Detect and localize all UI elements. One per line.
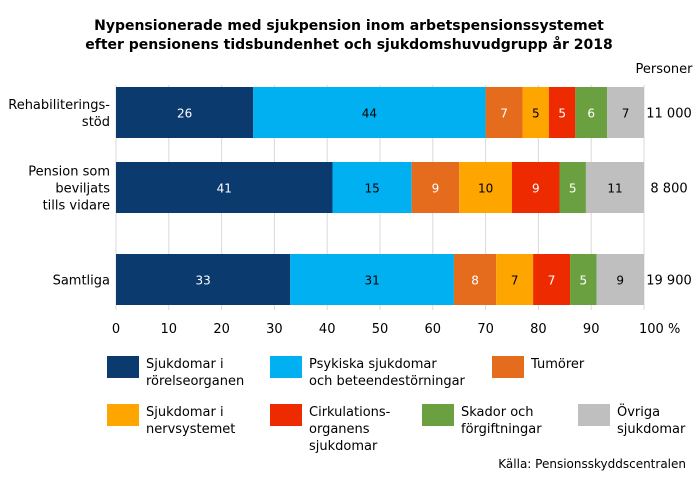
data-label: 33 xyxy=(195,274,210,288)
bar-segment xyxy=(332,162,412,213)
data-label: 41 xyxy=(217,182,232,196)
bar-segment xyxy=(290,254,454,305)
data-label: 15 xyxy=(364,182,379,196)
bar-segment xyxy=(522,87,549,138)
bar-segment xyxy=(533,254,571,305)
bar-segment xyxy=(585,162,644,213)
totals-header: Personer xyxy=(635,62,693,77)
bar-segment xyxy=(485,87,523,138)
bar-segment xyxy=(512,162,560,213)
x-tick-label: 20 xyxy=(213,322,230,337)
data-label: 7 xyxy=(548,274,556,288)
data-label: 5 xyxy=(558,107,566,121)
data-label: 5 xyxy=(569,182,577,196)
x-tick-label: 70 xyxy=(477,322,494,337)
data-label: 9 xyxy=(532,182,540,196)
bar-segment xyxy=(411,162,460,213)
data-label: 8 xyxy=(471,274,479,288)
bar-segment xyxy=(496,254,534,305)
data-label: 7 xyxy=(511,274,519,288)
category-labels: Rehabiliterings-stöd Pension som beviljats… xyxy=(8,98,110,289)
data-label: 26 xyxy=(177,107,192,121)
data-label: 7 xyxy=(622,107,630,121)
x-tick-label: 60 xyxy=(425,322,442,337)
x-tick-label: 80 xyxy=(530,322,547,337)
data-label: 10 xyxy=(478,182,493,196)
x-tick-label: 90 xyxy=(583,322,600,337)
data-label: 31 xyxy=(364,274,379,288)
data-label: 7 xyxy=(500,107,508,121)
data-label: 5 xyxy=(532,107,540,121)
bar-segment xyxy=(548,87,576,138)
data-label: 9 xyxy=(616,274,624,288)
totals: 11 000 8 800 19 900 xyxy=(646,107,692,289)
data-label: 44 xyxy=(362,107,377,121)
bar-segment xyxy=(453,254,497,305)
bar-segment xyxy=(116,87,254,138)
total-label: 8 800 xyxy=(650,182,687,197)
x-tick-label: 100 % xyxy=(639,322,680,337)
bar-segment xyxy=(116,162,333,213)
bar-segment xyxy=(116,254,291,305)
chart-title-line: efter pensionens tidsbundenhet och sjukd… xyxy=(85,36,613,53)
bar-segment xyxy=(596,254,644,305)
bar-segment xyxy=(607,87,644,138)
bar-segment xyxy=(575,87,608,138)
x-axis-ticks: 0 10 20 30 40 50 60 70 80 90 100 % xyxy=(112,322,680,337)
bar-segment xyxy=(459,162,512,213)
bar-segment xyxy=(253,87,486,138)
x-tick-label: 0 xyxy=(112,322,120,337)
category-label: Pension som beviljats tills vidare xyxy=(28,165,110,214)
category-label: Rehabiliterings-stöd xyxy=(8,98,110,130)
total-label: 11 000 xyxy=(646,107,692,122)
data-label: 11 xyxy=(607,182,622,196)
source-note: Källa: Pensionsskyddscentralen xyxy=(498,457,686,471)
bar-segment xyxy=(570,254,597,305)
x-tick-label: 50 xyxy=(372,322,389,337)
chart-title: Nypensionerade med sjukpension inom arbe… xyxy=(85,18,613,53)
chart-title-line: Nypensionerade med sjukpension inom arbe… xyxy=(94,18,604,34)
data-label: 9 xyxy=(432,182,440,196)
total-label: 19 900 xyxy=(646,274,692,289)
x-tick-label: 10 xyxy=(161,322,178,337)
bar-segment xyxy=(559,162,586,213)
data-label: 6 xyxy=(587,107,595,121)
data-label: 5 xyxy=(579,274,587,288)
x-tick-label: 40 xyxy=(319,322,336,337)
category-label: Samtliga xyxy=(53,274,110,289)
x-tick-label: 30 xyxy=(266,322,283,337)
